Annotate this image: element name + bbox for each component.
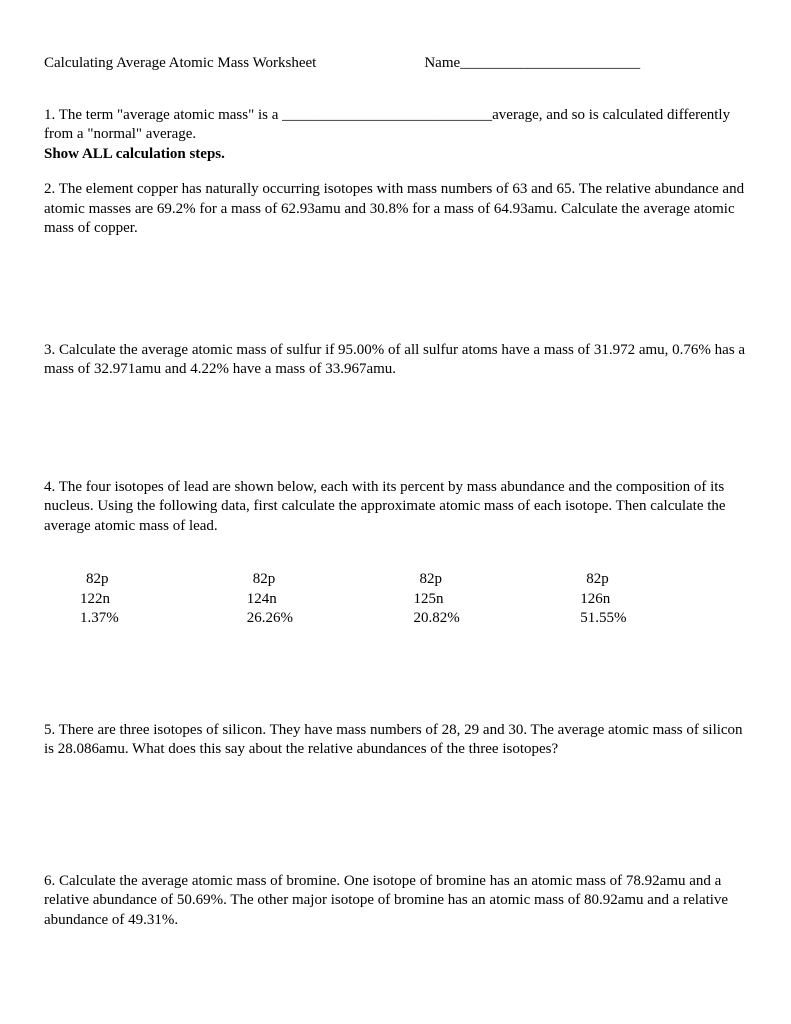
gap-before-table: [44, 552, 747, 570]
question-2: 2. The element copper has naturally occu…: [44, 180, 747, 239]
isotope-percent: 20.82%: [414, 609, 581, 629]
isotope-neutrons: 125n: [414, 590, 581, 610]
worksheet-page: Calculating Average Atomic Mass Workshee…: [0, 0, 791, 1024]
q1-instruction: Show ALL calculation steps.: [44, 145, 747, 165]
isotope-neutrons: 124n: [247, 590, 414, 610]
workspace-q4: [44, 629, 747, 721]
name-blank-line: ________________________: [460, 55, 640, 71]
worksheet-title: Calculating Average Atomic Mass Workshee…: [44, 54, 424, 74]
isotope-percent: 51.55%: [580, 609, 747, 629]
isotope-percent: 26.26%: [247, 609, 414, 629]
isotope-neutrons: 126n: [580, 590, 747, 610]
workspace-q3: [44, 396, 747, 478]
isotope-protons: 82p: [247, 570, 414, 590]
isotope-percent: 1.37%: [80, 609, 247, 629]
question-3: 3. Calculate the average atomic mass of …: [44, 341, 747, 380]
isotope-col-2: 82p 124n 26.26%: [247, 570, 414, 629]
isotope-col-4: 82p 126n 51.55%: [580, 570, 747, 629]
name-label: Name: [424, 55, 460, 71]
header-row: Calculating Average Atomic Mass Workshee…: [44, 54, 747, 74]
isotope-table: 82p 122n 1.37% 82p 124n 26.26% 82p 125n …: [44, 570, 747, 629]
workspace-q2: [44, 255, 747, 341]
isotope-protons: 82p: [80, 570, 247, 590]
isotope-protons: 82p: [414, 570, 581, 590]
workspace-q5: [44, 776, 747, 872]
question-6: 6. Calculate the average atomic mass of …: [44, 872, 747, 931]
q1-blank: ____________________________: [282, 107, 492, 123]
isotope-col-1: 82p 122n 1.37%: [80, 570, 247, 629]
q1-text-a: 1. The term "average atomic mass" is a: [44, 107, 282, 123]
isotope-neutrons: 122n: [80, 590, 247, 610]
question-4: 4. The four isotopes of lead are shown b…: [44, 478, 747, 537]
question-1: 1. The term "average atomic mass" is a _…: [44, 106, 747, 165]
isotope-col-3: 82p 125n 20.82%: [414, 570, 581, 629]
isotope-protons: 82p: [580, 570, 747, 590]
name-field: Name________________________: [424, 54, 640, 74]
question-5: 5. There are three isotopes of silicon. …: [44, 721, 747, 760]
